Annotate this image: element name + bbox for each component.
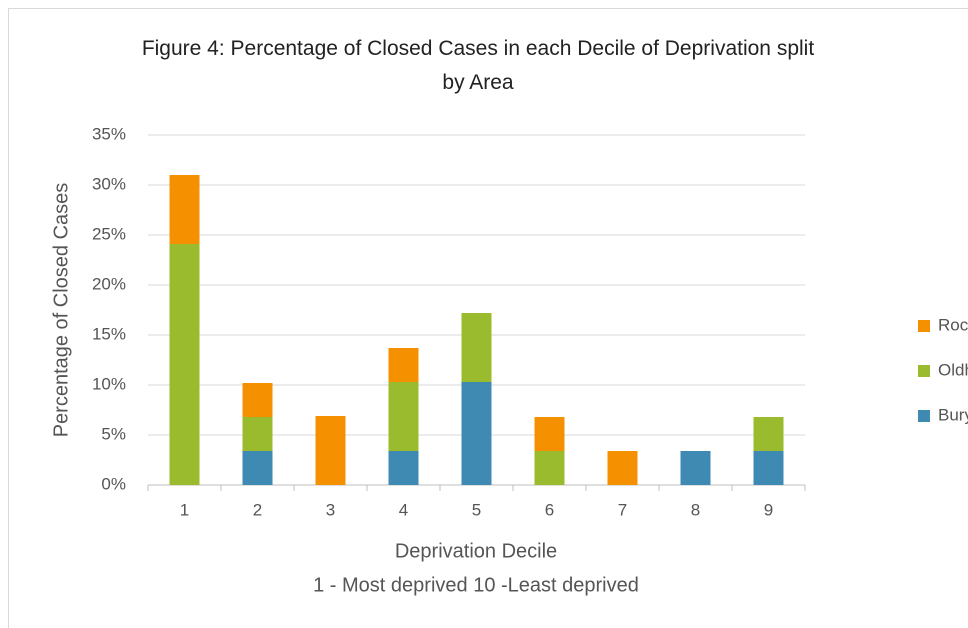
bar-segment [753,451,784,485]
y-tick-label: 30% [92,174,126,193]
chart-title: Figure 4: Percentage of Closed Cases in … [141,37,815,94]
y-tick-label: 0% [101,474,126,493]
x-axis-subtitle: 1 - Most deprived 10 -Least deprived [313,574,639,596]
x-tick-label: 7 [618,500,627,519]
legend-swatch [918,410,930,422]
y-tick-label: 10% [92,374,126,393]
x-tick-label: 9 [764,500,773,519]
bar-segment [607,451,638,485]
y-tick-label: 20% [92,274,126,293]
bar-segment [461,313,492,382]
bar-segment [388,348,419,382]
bar-segment [680,451,711,485]
bar-segment [534,451,565,485]
bar-segment [242,383,273,417]
legend-swatch [918,320,930,332]
y-tick-label: 35% [92,124,126,143]
bar-segment [753,417,784,451]
x-tick-label: 5 [472,500,481,519]
bar-segment [534,417,565,451]
chart-border [8,8,968,628]
bar-segment [461,382,492,485]
bar-segment [388,451,419,485]
x-tick-label: 2 [253,500,262,519]
bar-segment [242,417,273,451]
legend-swatch [918,365,930,377]
y-tick-label: 25% [92,224,126,243]
bar-segment [169,244,200,485]
y-tick-label: 5% [101,424,126,443]
bar-segment [388,382,419,451]
x-axis-label: Deprivation Decile [395,540,557,562]
bar-segment [169,175,200,244]
x-tick-label: 1 [180,500,189,519]
legend-label: Rochdale [938,315,968,334]
bar-segment [242,451,273,485]
legend-label: Bury [938,405,968,424]
x-tick-label: 8 [691,500,700,519]
x-tick-label: 6 [545,500,554,519]
x-tick-label: 4 [399,500,408,519]
y-tick-label: 15% [92,324,126,343]
x-tick-label: 3 [326,500,335,519]
y-axis-label: Percentage of Closed Cases [50,183,72,438]
bar-segment [315,416,346,485]
legend-label: Oldham [938,360,968,379]
